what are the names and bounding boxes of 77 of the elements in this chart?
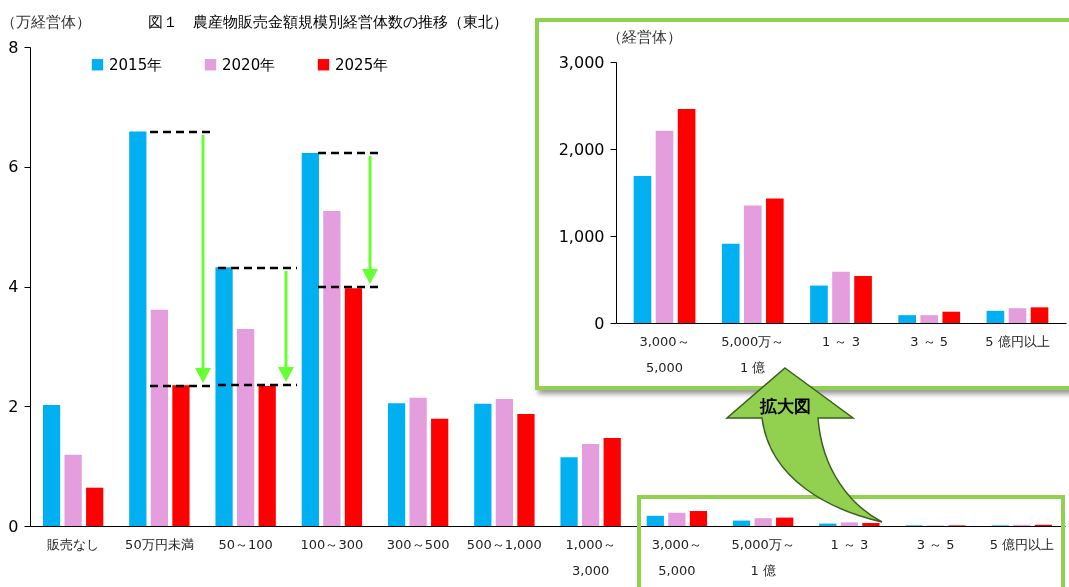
bar bbox=[42, 405, 61, 526]
y-tick-label: 1,000 bbox=[558, 226, 605, 246]
bar bbox=[677, 108, 696, 323]
bar bbox=[862, 523, 880, 526]
bar bbox=[776, 517, 794, 526]
bar bbox=[582, 443, 600, 526]
x-tick-label: 5 億円以上 bbox=[985, 333, 1050, 349]
bar bbox=[920, 315, 939, 323]
y-tick-label: 0 bbox=[594, 313, 605, 333]
bar bbox=[655, 130, 674, 323]
y-axis-title: （経営体） bbox=[606, 27, 682, 46]
x-tick-label: 3,000～ 5,000 bbox=[651, 536, 702, 578]
bar bbox=[560, 457, 578, 526]
legend-label: 2025年 bbox=[335, 55, 389, 74]
bar bbox=[495, 399, 513, 526]
bar bbox=[732, 520, 751, 526]
bar bbox=[172, 385, 190, 526]
x-tick-label: 500～1,000 bbox=[466, 536, 542, 552]
bar bbox=[517, 414, 535, 526]
x-tick-label: 5,000万～ 1 億 bbox=[721, 333, 785, 375]
bar bbox=[766, 198, 784, 323]
bar bbox=[258, 385, 276, 526]
bar bbox=[301, 152, 319, 526]
bar bbox=[810, 285, 828, 323]
bar bbox=[150, 309, 168, 526]
bar bbox=[942, 311, 961, 323]
bar bbox=[215, 267, 233, 526]
bar bbox=[64, 454, 82, 526]
y-tick-label: 6 bbox=[8, 157, 19, 177]
x-tick-label: 3 ～ 5 bbox=[910, 333, 949, 349]
bar bbox=[898, 315, 916, 323]
bar bbox=[1030, 307, 1049, 323]
y-tick-label: 3,000 bbox=[558, 52, 605, 72]
bar bbox=[129, 131, 147, 526]
y-tick-label: 4 bbox=[8, 277, 19, 296]
bar bbox=[721, 243, 740, 323]
y-axis-title: （万経営体） bbox=[0, 12, 91, 31]
x-tick-label: 50～100 bbox=[218, 536, 273, 552]
bar bbox=[840, 522, 858, 526]
x-tick-label: 300～500 bbox=[386, 536, 450, 552]
bar bbox=[474, 403, 492, 526]
y-tick-label: 8 bbox=[8, 37, 19, 57]
y-tick-label: 0 bbox=[8, 516, 19, 536]
bar bbox=[633, 175, 652, 323]
bar bbox=[409, 397, 427, 526]
bar bbox=[689, 511, 708, 526]
chart-title: 図１ 農産物販売金額規模別経営体数の推移（東北） bbox=[147, 13, 508, 31]
x-tick-label: 1 ～ 3 bbox=[822, 333, 860, 349]
x-tick-label: 1,000～ 3,000 bbox=[565, 536, 616, 578]
bar bbox=[603, 437, 621, 526]
x-tick-label: 1 ～ 3 bbox=[830, 536, 869, 552]
bar bbox=[668, 512, 686, 526]
x-tick-label: 5 億円以上 bbox=[989, 536, 1055, 552]
y-tick-label: 2 bbox=[8, 396, 19, 416]
x-tick-label: 100～300 bbox=[300, 536, 364, 552]
x-tick-label: 50万円未満 bbox=[125, 536, 194, 552]
bar bbox=[1008, 308, 1027, 323]
legend-label: 2020年 bbox=[222, 55, 276, 74]
x-tick-label: 3 ～ 5 bbox=[916, 536, 955, 552]
x-tick-label: 販売なし bbox=[47, 536, 100, 552]
bar bbox=[323, 211, 341, 526]
x-tick-label: 5,000万～ 1 億 bbox=[731, 536, 795, 578]
bar bbox=[754, 518, 772, 526]
annotation: 拡大図 bbox=[758, 396, 811, 416]
bar bbox=[986, 310, 1005, 323]
x-tick-label: 3,000～ 5,000 bbox=[639, 333, 690, 375]
y-tick-label: 2,000 bbox=[558, 139, 605, 159]
bar bbox=[832, 271, 850, 323]
bar bbox=[344, 288, 363, 526]
bar bbox=[854, 276, 872, 323]
bar bbox=[237, 329, 255, 526]
bar bbox=[387, 403, 406, 526]
bar bbox=[86, 487, 104, 526]
legend-label: 2015年 bbox=[109, 55, 163, 74]
bar bbox=[646, 515, 664, 526]
bar bbox=[431, 418, 449, 526]
bar bbox=[743, 205, 762, 323]
